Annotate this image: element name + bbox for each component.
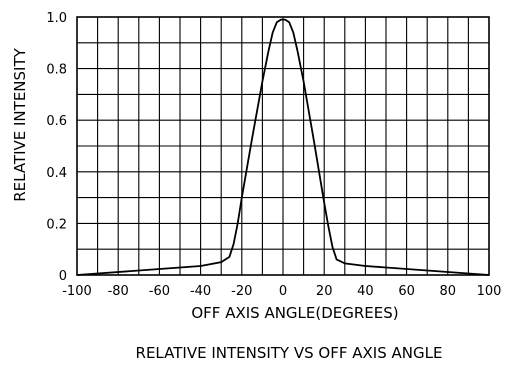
x-tick-label: -40 [190,284,211,299]
y-tick-label: 0.2 [46,217,67,232]
chart-title: RELATIVE INTENSITY VS OFF AXIS ANGLE [136,344,443,362]
y-tick-label: 0.6 [46,114,67,129]
x-tick-label: -100 [62,284,92,299]
x-tick-label: 0 [279,284,287,299]
y-tick-label: 1.0 [46,11,67,26]
x-tick-labels: -100 -80 -60 -40 -20 0 20 40 60 80 100 [62,284,501,299]
plot-frame [76,16,490,276]
y-axis-label: RELATIVE INTENSITY [11,47,29,201]
x-tick-label: -20 [231,284,252,299]
y-tick-label: 0.8 [46,63,67,78]
y-tick-label: 0 [59,269,67,284]
x-tick-label: -80 [108,284,129,299]
x-tick-label: 100 [477,284,502,299]
series-line [76,18,490,276]
y-tick-labels: 0 0.2 0.4 0.6 0.8 1.0 [46,11,67,284]
x-tick-label: 80 [440,284,457,299]
y-tick-label: 0.4 [46,166,67,181]
x-tick-label: 60 [398,284,415,299]
x-tick-label: 20 [316,284,333,299]
x-tick-label: 40 [357,284,374,299]
grid [77,17,489,275]
x-axis-label: OFF AXIS ANGLE(DEGREES) [191,304,398,322]
x-tick-label: -60 [149,284,170,299]
